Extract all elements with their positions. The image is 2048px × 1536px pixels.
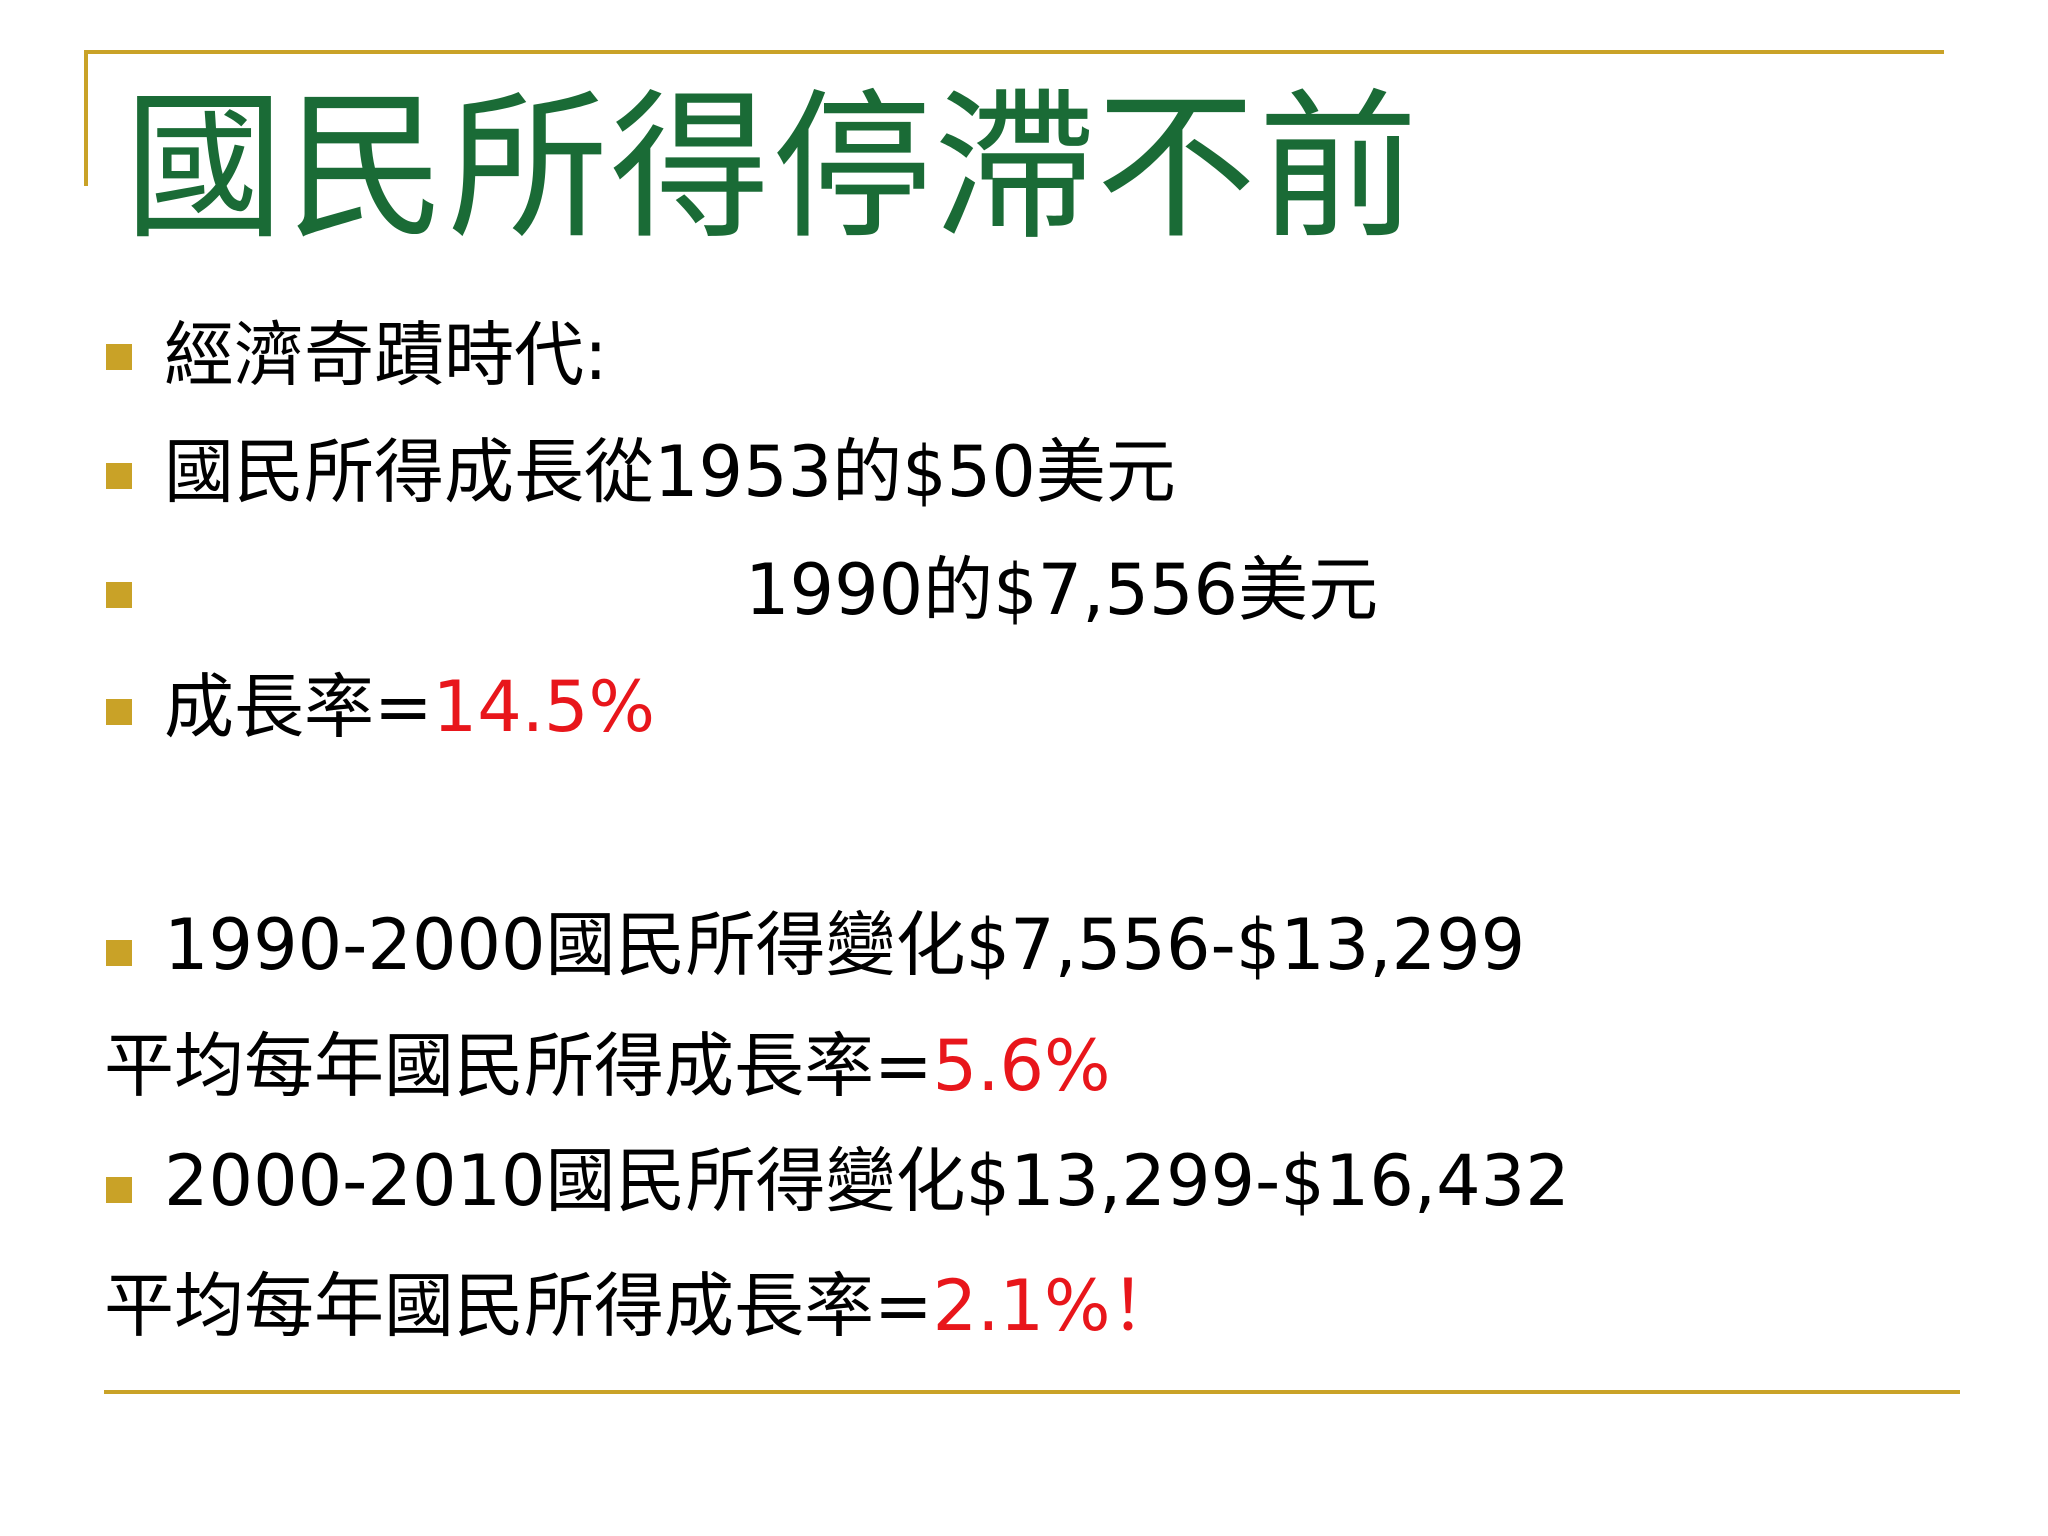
list-item-text: 1990-2000國民所得變化$7,556-$13,299: [164, 904, 1526, 986]
bullet-square-icon: [106, 582, 132, 608]
list-item-label: 成長率=: [164, 666, 433, 748]
list-item: 1990的$7,556美元: [0, 540, 2048, 640]
list-item-text: 2000-2010國民所得變化$13,299-$16,432: [164, 1140, 1570, 1222]
bottom-rule: [104, 1390, 1960, 1394]
top-rule: [86, 50, 1944, 54]
list-item-text: 國民所得成長從1953的$50美元: [164, 431, 1176, 513]
summary-line: 平均每年國民所得成長率=5.6%: [0, 1016, 2048, 1116]
list-item-text: 成長率=14.5%: [164, 672, 655, 742]
slide-title: 國民所得停滯不前: [124, 74, 1421, 261]
list-item: 經濟奇蹟時代:: [0, 305, 2048, 405]
bullet-square-icon: [106, 940, 132, 966]
summary-label: 平均每年國民所得成長率=: [104, 1265, 933, 1347]
summary-text: 平均每年國民所得成長率=2.1%！: [104, 1271, 1181, 1341]
bullet-square-icon: [106, 463, 132, 489]
left-rule: [84, 50, 88, 186]
list-item: 成長率=14.5%: [0, 655, 2048, 755]
growth-rate-value: 14.5%: [432, 666, 656, 748]
summary-label: 平均每年國民所得成長率=: [104, 1025, 933, 1107]
summary-line: 平均每年國民所得成長率=2.1%！: [0, 1256, 2048, 1356]
list-item: 國民所得成長從1953的$50美元: [0, 422, 2048, 522]
list-item: 2000-2010國民所得變化$13,299-$16,432: [0, 1134, 2048, 1234]
bullet-square-icon: [106, 1177, 132, 1203]
growth-rate-value: 5.6%: [932, 1025, 1111, 1107]
growth-rate-value: 2.1%！: [932, 1265, 1181, 1347]
list-item: 1990-2000國民所得變化$7,556-$13,299: [0, 898, 2048, 998]
bullet-square-icon: [106, 699, 132, 725]
bullet-square-icon: [106, 344, 132, 370]
summary-text: 平均每年國民所得成長率=5.6%: [104, 1031, 1111, 1101]
list-item-text: 經濟奇蹟時代:: [164, 314, 608, 396]
list-item-text: 1990的$7,556美元: [745, 549, 1379, 631]
